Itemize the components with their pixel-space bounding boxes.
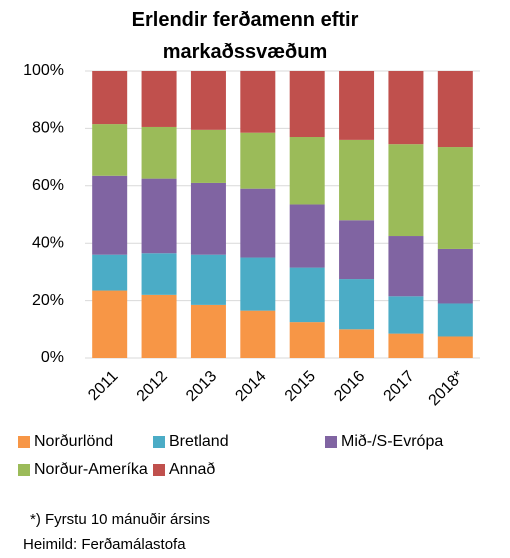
bar-segment [339, 71, 375, 140]
x-tick-label: 2017 [381, 368, 418, 405]
bar-segment [141, 71, 177, 127]
bar-segment [190, 129, 226, 183]
y-tick-label: 60% [32, 177, 64, 194]
footnote: Heimild: Ferðamálastofa [23, 536, 186, 553]
x-tick-label: 2011 [85, 368, 121, 404]
bar-segment [92, 290, 128, 358]
bar-segment [437, 71, 473, 148]
y-tick-label: 40% [32, 234, 64, 251]
chart-title: Erlendir ferðamenn eftir markaðssvæðum [131, 9, 359, 63]
bar-segment [190, 182, 226, 255]
legend-label: Norður-Ameríka [34, 461, 148, 478]
bar-segment [289, 267, 325, 323]
legend-label: Bretland [169, 433, 229, 450]
bar-segment [388, 144, 424, 237]
bar-segment [240, 188, 276, 258]
bar-segment [240, 71, 276, 133]
legend-label: Norðurlönd [34, 433, 113, 450]
bar-segment [190, 254, 226, 305]
y-tick-label: 20% [32, 292, 64, 309]
bar-segment [92, 175, 128, 255]
bar-segment [289, 137, 325, 205]
bar-segment [437, 147, 473, 249]
x-tick-label: 2015 [282, 368, 319, 405]
bar-segment [141, 253, 177, 295]
bar-segment [92, 254, 128, 291]
bar-segment [388, 333, 424, 358]
bar-segment [388, 296, 424, 334]
footnote: *) Fyrstu 10 mánuðir ársins [30, 511, 210, 528]
bar-segment [240, 257, 276, 311]
y-tick-label: 0% [41, 349, 64, 366]
x-tick-label: 2018* [426, 368, 468, 410]
bar-segment [437, 248, 473, 304]
x-tick-label: 2016 [331, 368, 368, 405]
bar-segment [388, 236, 424, 297]
legend-swatch [325, 436, 337, 448]
bar-segment [240, 310, 276, 358]
bar-segment [240, 132, 276, 189]
bar-segment [289, 71, 325, 138]
bar-segment [190, 71, 226, 130]
bar-segment [339, 139, 375, 221]
bar-segment [190, 304, 226, 358]
x-tick-label: 2012 [134, 368, 171, 405]
x-tick-label: 2013 [183, 368, 220, 405]
bar-segment [339, 220, 375, 280]
legend-swatch [18, 464, 30, 476]
bar-segment [437, 336, 473, 358]
legend-swatch [153, 464, 165, 476]
bar-segment [388, 71, 424, 145]
bar-segment [339, 329, 375, 358]
bar-segment [141, 294, 177, 358]
bar-segment [92, 124, 128, 176]
legend-swatch [18, 436, 30, 448]
bar-segment [141, 126, 177, 179]
legend-label: Annað [169, 461, 215, 478]
bar-segment [339, 279, 375, 330]
legend-swatch [153, 436, 165, 448]
bar-segment [289, 322, 325, 358]
bar-segment [92, 71, 128, 125]
bar-segment [437, 303, 473, 337]
bar-segment [289, 204, 325, 268]
legend-label: Mið-/S-Evrópa [341, 433, 443, 450]
bar-segment [141, 178, 177, 254]
y-tick-label: 100% [23, 62, 64, 79]
y-tick-label: 80% [32, 120, 64, 137]
x-tick-label: 2014 [232, 368, 269, 405]
